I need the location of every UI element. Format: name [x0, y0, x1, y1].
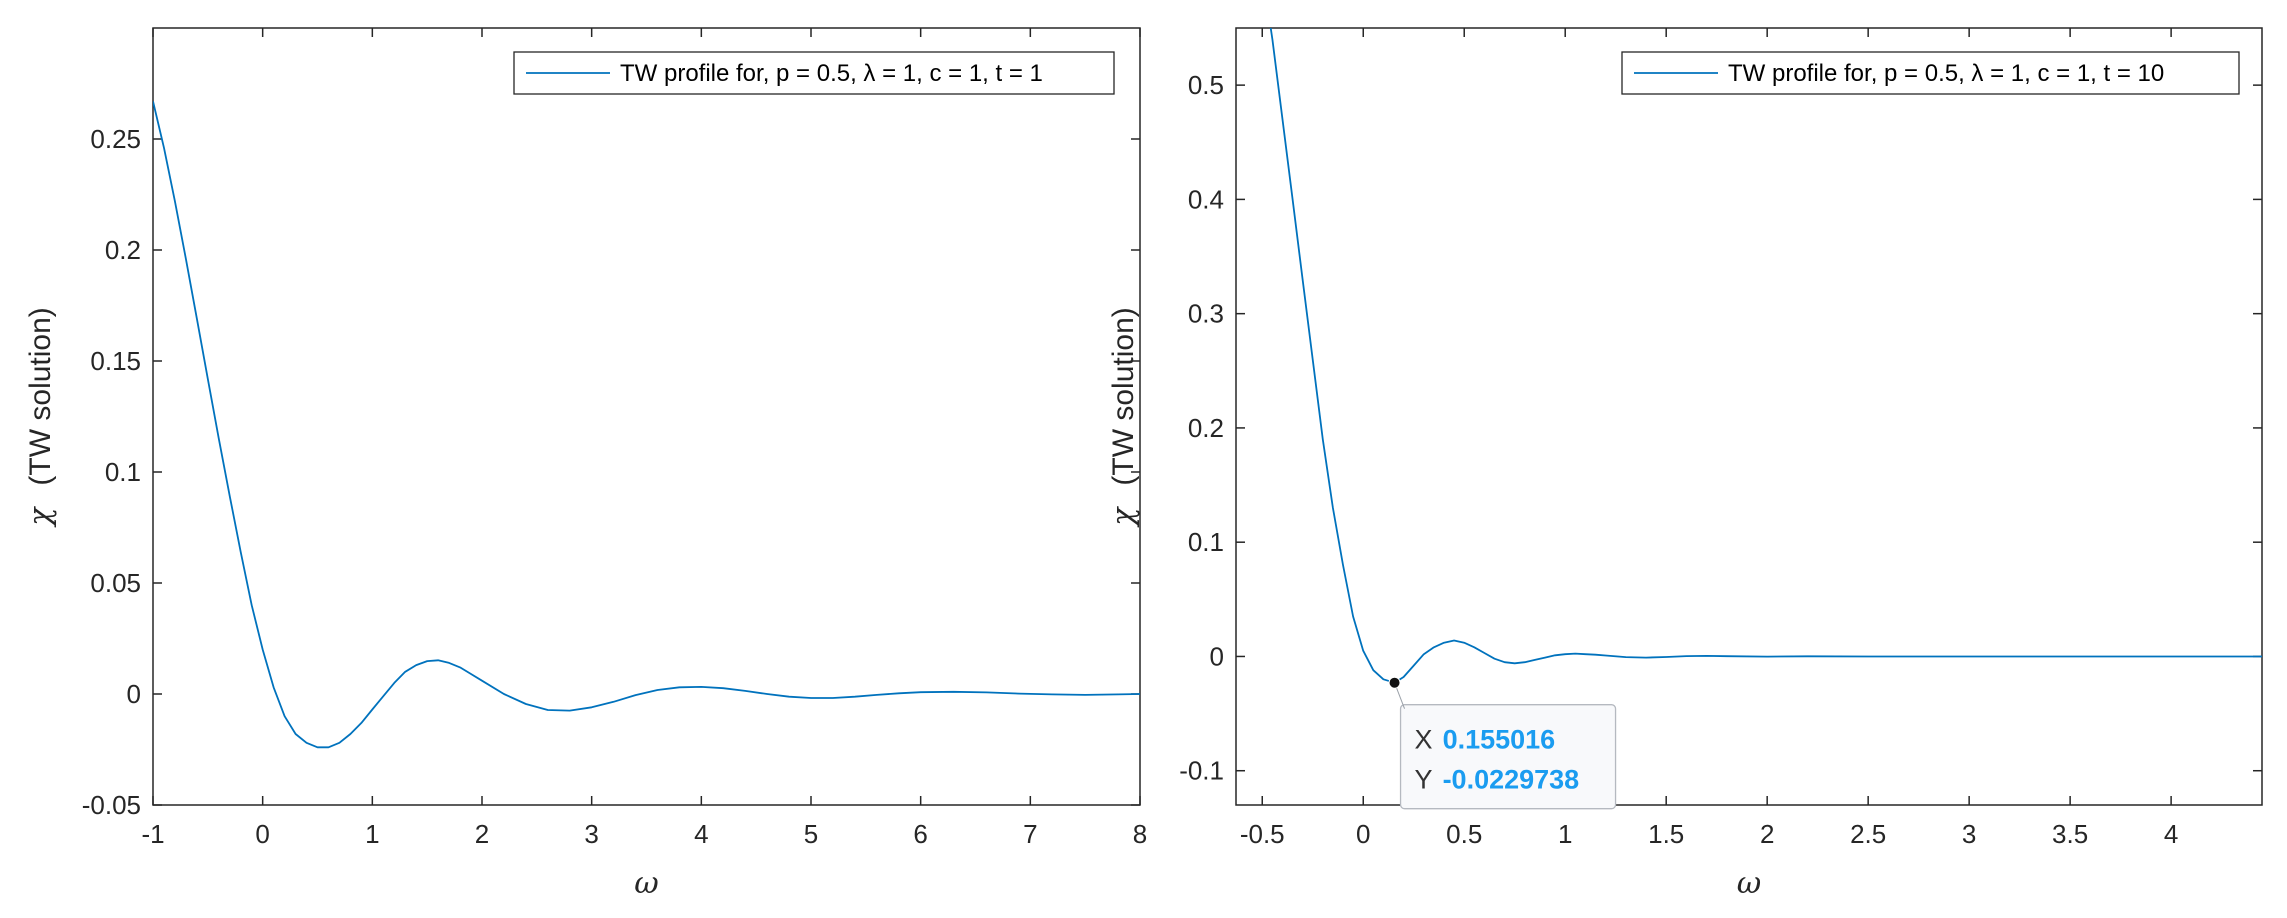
chart1-ytick-label: 0.1 — [1188, 527, 1224, 557]
chart0-xtick-label: 6 — [913, 819, 927, 849]
chart1-ytick-label: 0.5 — [1188, 70, 1224, 100]
chart1-axes-box — [1235, 27, 2263, 806]
chart0-xtick-label: 8 — [1133, 819, 1147, 849]
chart1-xtick-label: 4 — [2164, 819, 2178, 849]
chart0-xtick-label: 3 — [584, 819, 598, 849]
chart1-xtick-label: 3 — [1962, 819, 1976, 849]
chart0-xtick-label: 0 — [255, 819, 269, 849]
chart0-xtick-label: 4 — [694, 819, 708, 849]
chart1-legend-label: TW profile for, p = 0.5, λ = 1, c = 1, t… — [1728, 60, 2164, 87]
chart1-xtick-label: 0 — [1356, 819, 1370, 849]
chart1-xtick-label: 1 — [1558, 819, 1572, 849]
chart0-ylabel: χ (TW solution) — [23, 307, 58, 528]
chart0-xtick-label: 2 — [475, 819, 489, 849]
chart0-ytick-label: 0.25 — [90, 124, 141, 154]
chart0-xtick-label: 1 — [365, 819, 379, 849]
chart1-xtick-label: 3.5 — [2052, 819, 2088, 849]
left-plot-panel: -1 0 1 2 3 4 5 6 7 8 -0.05 0 0.05 0.1 0.15 0.2 0.25 ω χ (TW… — [23, 27, 1147, 901]
chart1-xtick-label: -0.5 — [1240, 819, 1285, 849]
chart0-axes-box — [152, 27, 1141, 806]
chart0-xlabel: ω — [634, 866, 658, 901]
chart1-xtick-label: 0.5 — [1446, 819, 1482, 849]
chart1-ytick-label: 0.4 — [1188, 184, 1224, 214]
chart1-datatip-y-key: Y — [1415, 765, 1433, 795]
chart1-datatip-x-value: 0.155016 — [1443, 725, 1556, 755]
chart1-xtick-label: 2 — [1760, 819, 1774, 849]
chart1-xtick-label: 1.5 — [1648, 819, 1684, 849]
chart0-ytick-label: -0.05 — [82, 790, 141, 820]
chart1-legend-box[interactable] — [1621, 51, 2240, 95]
chart1-ytick-label: 0 — [1210, 641, 1224, 671]
chart0-ytick-label: 0.1 — [105, 457, 141, 487]
chart0-legend-label: TW profile for, p = 0.5, λ = 1, c = 1, t… — [620, 60, 1043, 87]
chart0-xtick-label: 7 — [1023, 819, 1037, 849]
chart1-ytick-label: -0.1 — [1179, 756, 1224, 786]
chart1-ylabel: χ (TW solution) — [1106, 307, 1141, 528]
chart1-datatip-y-value: -0.0229738 — [1443, 765, 1580, 795]
chart0-ytick-label: 0.15 — [90, 346, 141, 376]
chart1-datatip-box[interactable] — [1399, 704, 1617, 810]
chart0-ylabel-text: (TW solution) — [24, 307, 57, 485]
chart0-ytick-label: 0.2 — [105, 235, 141, 265]
chart0-xtick-label: 5 — [804, 819, 818, 849]
chart1-series-line — [1269, 28, 2262, 684]
chart1-datatip-x-row: X 0.155016 — [1415, 725, 1556, 755]
chart1-ytick-label: 0.2 — [1188, 413, 1224, 443]
chart1-datatip-marker[interactable] — [1388, 676, 1401, 689]
chart0-ylabel-symbol: χ — [23, 506, 58, 528]
chart0-series-line — [153, 101, 1140, 749]
chart0-xtick-label: -1 — [141, 819, 164, 849]
chart1-ylabel-symbol: χ — [1106, 506, 1141, 528]
chart1-datatip-x-key: X — [1415, 725, 1433, 755]
chart1-xtick-label: 2.5 — [1850, 819, 1886, 849]
right-plot-panel: -0.5 0 0.5 1 1.5 2 2.5 3 3.5 4 -0.1 0 0.1 0.2 0.3 0.4 0.… — [1106, 27, 2263, 901]
chart0-ytick-label: 0.05 — [90, 568, 141, 598]
chart0-ytick-label: 0 — [127, 679, 141, 709]
chart1-datatip-y-row: Y -0.0229738 — [1415, 765, 1580, 795]
chart1-xlabel: ω — [1737, 866, 1761, 901]
chart1-ytick-label: 0.3 — [1188, 299, 1224, 329]
chart0-legend-box[interactable] — [513, 51, 1115, 95]
chart1-ylabel-text: (TW solution) — [1107, 307, 1140, 485]
